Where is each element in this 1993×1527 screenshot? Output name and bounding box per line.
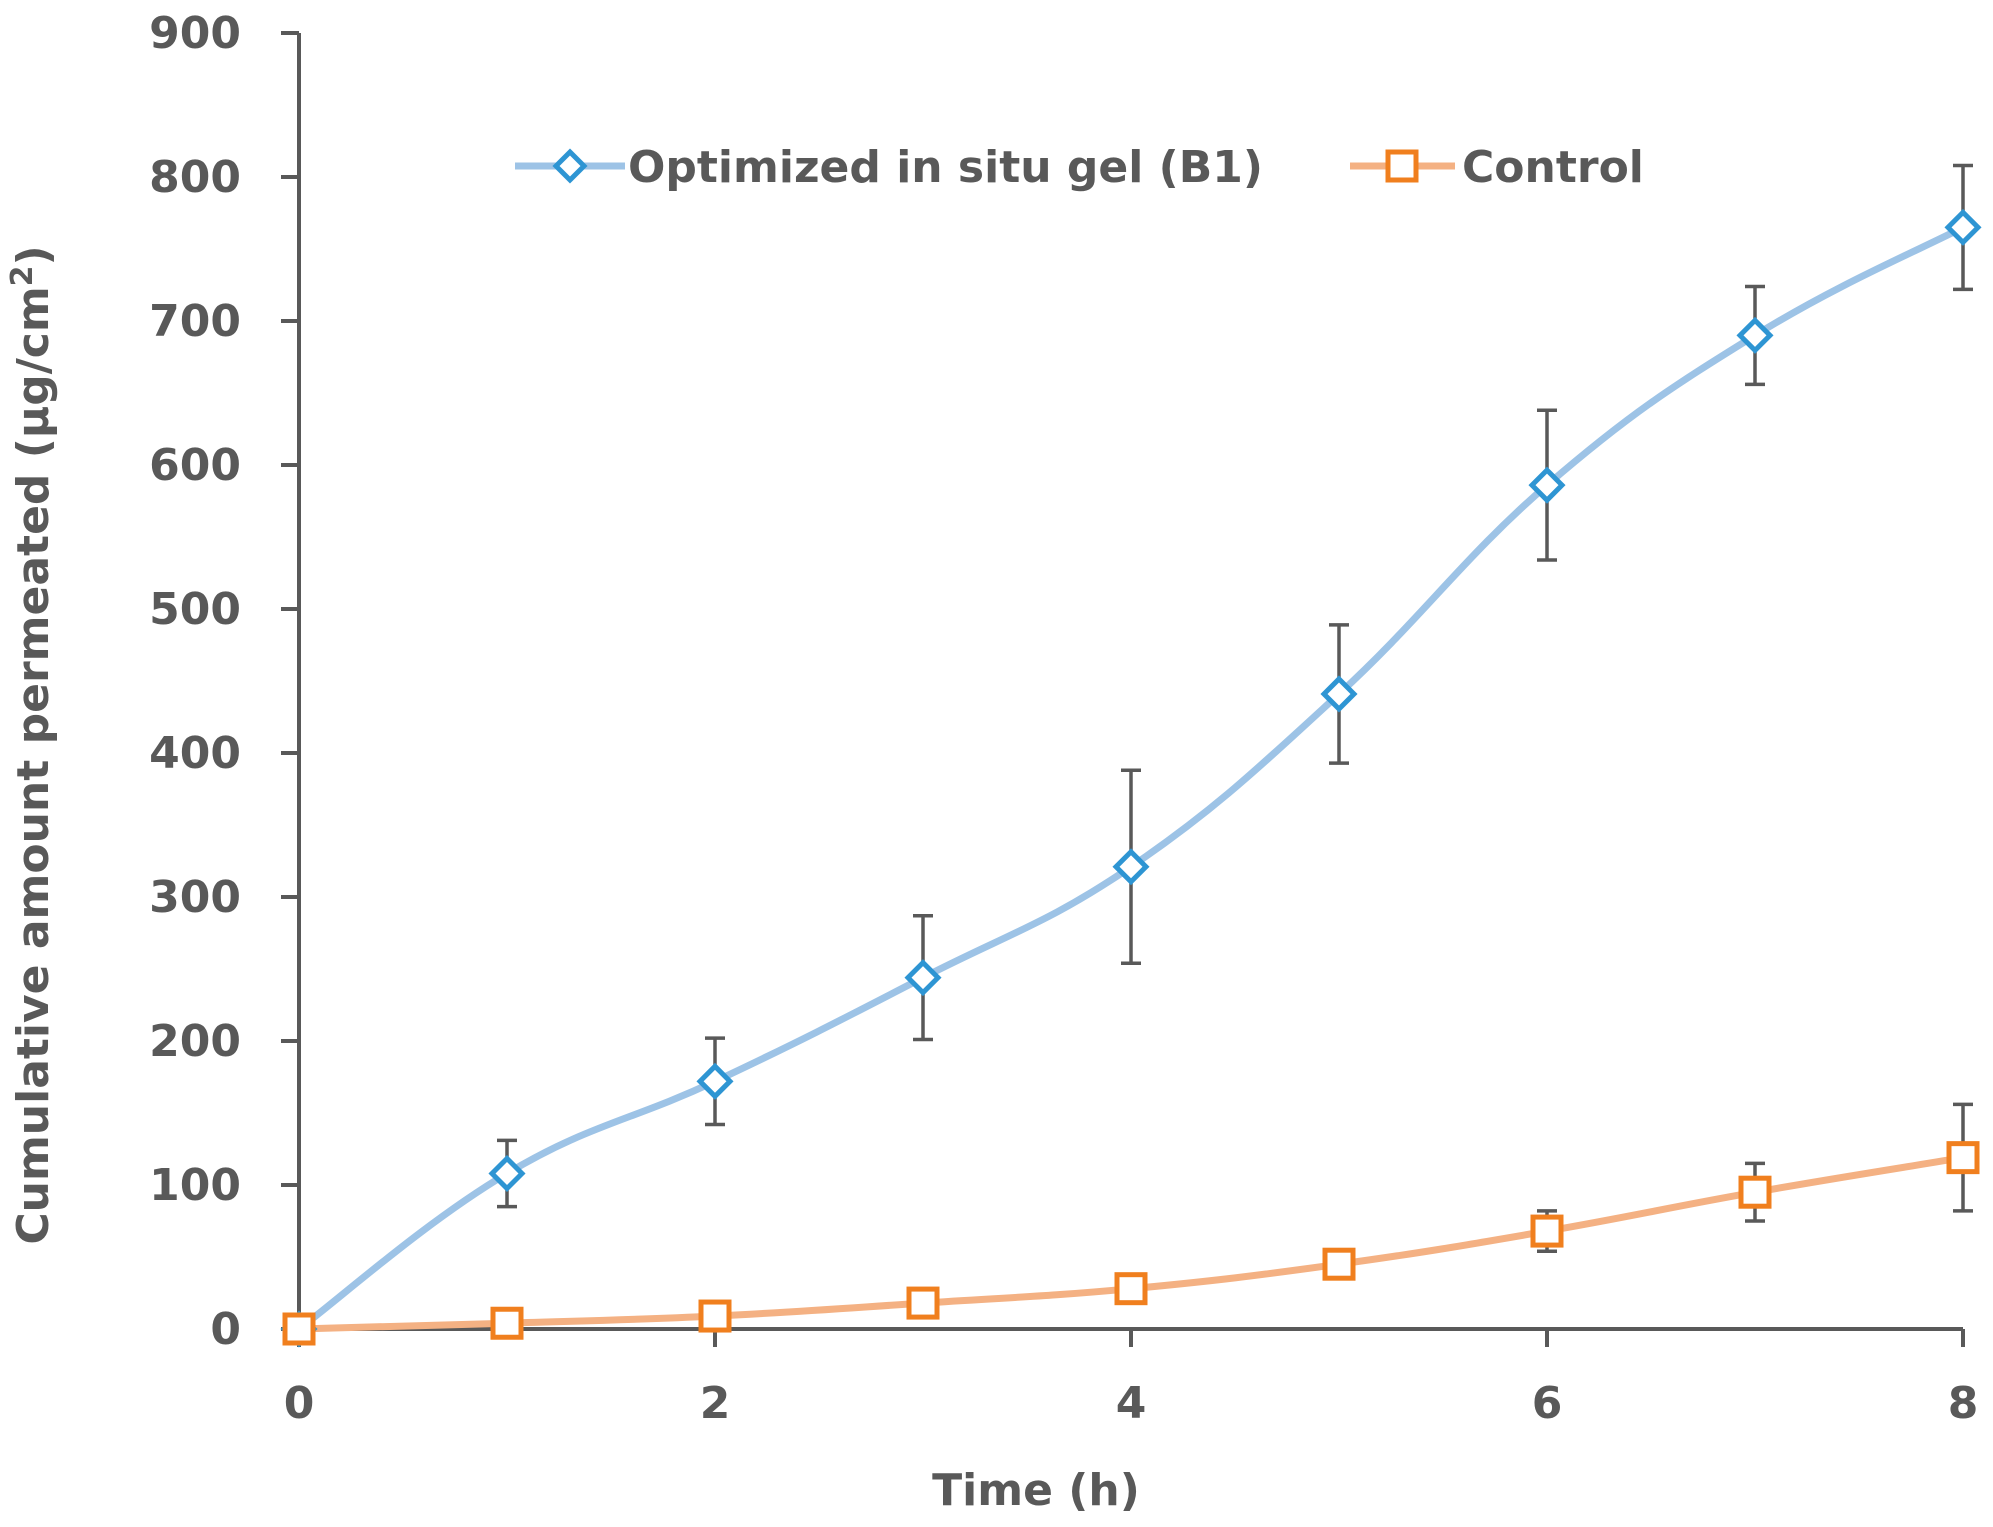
axes: 0 100 200 300 400 500 600 700 800 900 0 2 4 6 8 bbox=[149, 8, 1978, 1429]
data-point bbox=[488, 1154, 526, 1193]
data-point bbox=[906, 1286, 940, 1320]
data-point bbox=[282, 1312, 316, 1346]
data-point bbox=[696, 1062, 734, 1100]
x-tick-label: 2 bbox=[700, 1378, 731, 1429]
y-tick-label: 100 bbox=[149, 1160, 241, 1211]
x-tick-label: 6 bbox=[1532, 1378, 1563, 1429]
y-axis-title-main: Cumulative amount permeated (µg/cm bbox=[8, 286, 59, 1244]
y-tick-label: 500 bbox=[149, 584, 241, 635]
data-point bbox=[1528, 466, 1566, 504]
data-point bbox=[1114, 1272, 1148, 1306]
legend-marker-square bbox=[1385, 149, 1419, 183]
data-point bbox=[1736, 316, 1774, 354]
legend-marker-diamond bbox=[552, 148, 588, 184]
data-point bbox=[490, 1306, 524, 1340]
data-point bbox=[904, 959, 942, 997]
y-tick-label: 300 bbox=[149, 872, 241, 923]
legend-item-control: Control bbox=[1350, 142, 1644, 193]
data-point bbox=[1322, 1247, 1356, 1281]
y-tick-label: 0 bbox=[210, 1304, 241, 1355]
data-point bbox=[1738, 1175, 1772, 1209]
y-axis-title-close: ) bbox=[8, 245, 59, 265]
legend-label-optimized: Optimized in situ gel (B1) bbox=[628, 142, 1263, 193]
legend: Optimized in situ gel (B1) Control bbox=[515, 142, 1644, 193]
x-tick-label: 0 bbox=[284, 1378, 315, 1429]
y-axis-title-superscript: 2 bbox=[5, 265, 40, 286]
x-tick-label: 8 bbox=[1948, 1378, 1979, 1429]
legend-item-optimized: Optimized in situ gel (B1) bbox=[515, 142, 1263, 193]
plot-area bbox=[280, 163, 1982, 1348]
y-tick-label: 400 bbox=[149, 728, 241, 779]
data-point bbox=[1946, 1141, 1980, 1175]
y-tick-label: 200 bbox=[149, 1016, 241, 1067]
legend-label-control: Control bbox=[1462, 142, 1644, 193]
y-tick-label: 900 bbox=[149, 8, 241, 59]
x-axis-title: Time (h) bbox=[932, 1465, 1140, 1516]
x-tick-label: 4 bbox=[1116, 1378, 1147, 1429]
data-point bbox=[1320, 675, 1358, 713]
data-point bbox=[1944, 208, 1982, 246]
series-control-markers bbox=[282, 1141, 1980, 1346]
y-tick-label: 800 bbox=[149, 152, 241, 203]
data-point bbox=[698, 1299, 732, 1333]
y-axis-title: Cumulative amount permeated (µg/cm2) bbox=[5, 245, 59, 1244]
y-tick-label: 700 bbox=[149, 296, 241, 347]
series-optimized-markers bbox=[280, 208, 1982, 1348]
y-tick-label: 600 bbox=[149, 440, 241, 491]
data-point bbox=[1530, 1214, 1564, 1248]
data-point bbox=[1112, 848, 1150, 886]
